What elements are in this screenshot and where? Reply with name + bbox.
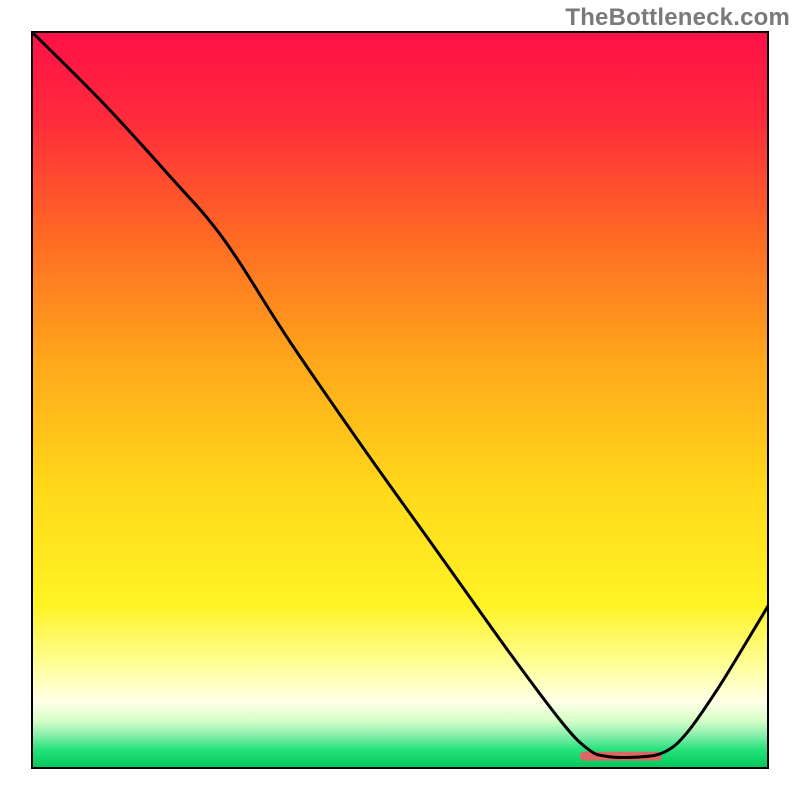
- chart-container: TheBottleneck.com: [0, 0, 800, 800]
- bottleneck-chart: [0, 0, 800, 800]
- watermark-text: TheBottleneck.com: [565, 4, 790, 32]
- gradient-background: [32, 32, 768, 768]
